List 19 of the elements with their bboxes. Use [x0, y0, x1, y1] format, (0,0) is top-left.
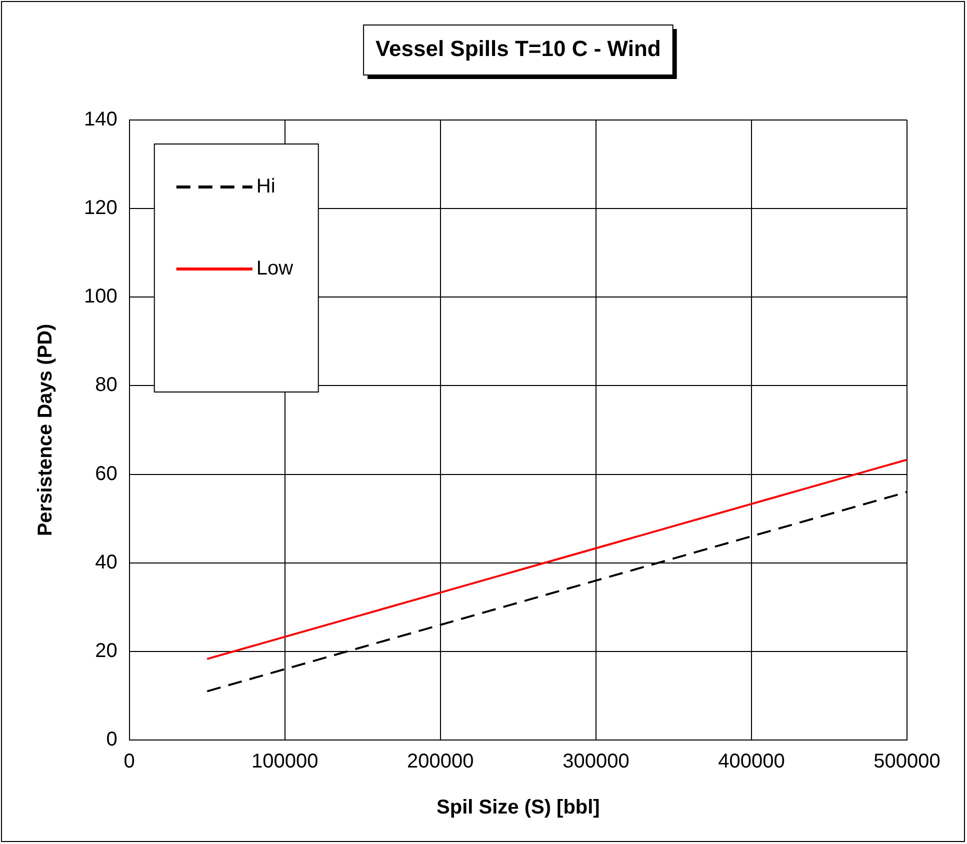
x-tick-label: 300000 [562, 750, 630, 773]
x-tick-label: 500000 [874, 750, 940, 773]
x-tick-label: 0 [124, 750, 135, 773]
y-tick-label: 100 [84, 286, 118, 308]
x-tick-label: 400000 [718, 750, 785, 773]
x-tick-label: 100000 [252, 750, 318, 773]
x-axis-title: Spil Size (S) [bbl] [436, 796, 600, 819]
legend-label: Low [256, 258, 294, 280]
x-tick-label: 200000 [407, 750, 474, 773]
y-tick-label: 60 [95, 462, 118, 485]
y-tick-label: 80 [95, 374, 118, 396]
y-tick-label: 20 [95, 640, 118, 662]
y-tick-label: 40 [95, 551, 118, 574]
legend-label: Hi [256, 176, 276, 198]
chart-title: Vessel Spills T=10 C - Wind [376, 36, 661, 62]
y-tick-label: 0 [106, 728, 118, 751]
y-tick-label: 140 [84, 108, 118, 131]
y-tick-label: 120 [84, 197, 118, 220]
y-axis-title: Persistence Days (PD) [34, 324, 57, 536]
